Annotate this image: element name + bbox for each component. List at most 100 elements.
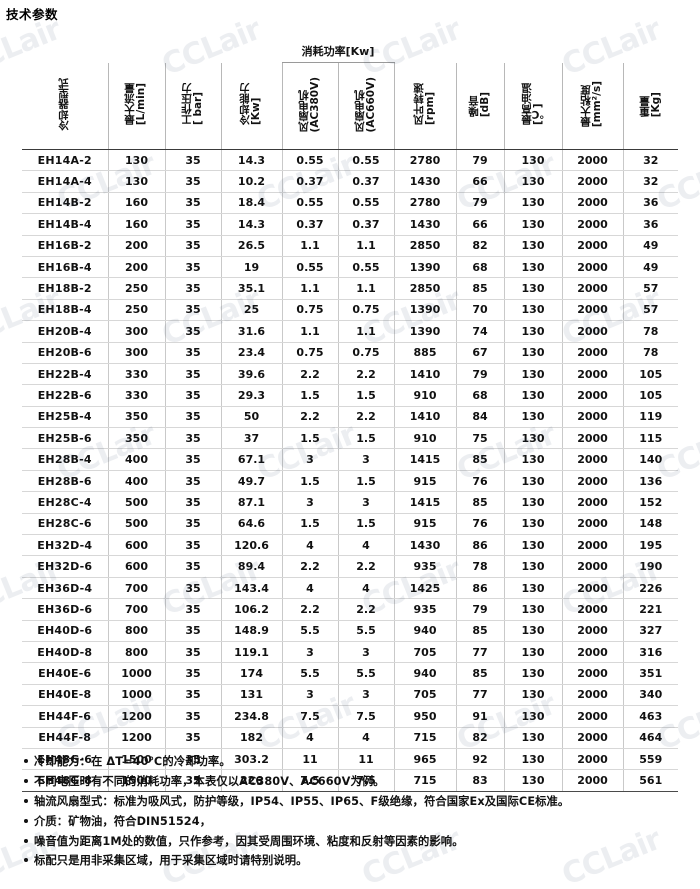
table-cell-pressure: 35 [164,619,221,642]
column-header-model: 冷却器型式 [22,62,108,150]
table-cell-oil_temp: 130 [503,277,562,300]
table-cell-p380: 0.37 [281,170,338,193]
table-cell-weight: 559 [622,747,678,771]
table-cell-p380: 1.5 [281,513,338,536]
table-cell-rpm: 715 [393,727,456,749]
table-row: EH40E-6 1000 35 174 5.5 5.5 940 85 130 2000 351 [22,662,678,685]
table-cell-p660: 3 [337,491,394,514]
table-cell-pressure: 35 [164,641,221,664]
table-cell-model: EH32D-4 [22,534,108,557]
table-cell-weight: 195 [622,534,678,557]
table-cell-capacity: 182 [220,727,282,749]
table-cell-viscosity: 2000 [561,662,623,685]
table-cell-oil_temp: 130 [503,598,562,621]
table-row: EH32D-4 600 35 120.6 4 4 1430 86 130 2000 195 [22,534,678,557]
table-cell-pressure: 35 [164,513,221,536]
table-cell-viscosity: 2000 [561,513,623,536]
table-cell-p380: 4 [281,576,338,600]
header-group-row: 消耗功率[Kw] [22,40,678,63]
table-cell-capacity: 67.1 [220,448,282,471]
table-cell-viscosity: 2000 [561,747,623,771]
table-cell-p380: 11 [281,747,338,771]
table-cell-flow: 250 [107,299,165,322]
table-cell-oil_temp: 130 [503,769,562,792]
table-cell-flow: 250 [107,277,165,300]
table-cell-model: EH20B-6 [22,342,108,364]
table-cell-p660: 3 [337,641,394,664]
table-row: EH44F-8 1200 35 182 4 4 715 82 130 2000 464 [22,727,678,749]
table-cell-weight: 561 [622,769,678,792]
table-cell-flow: 300 [107,320,165,343]
table-cell-oil_temp: 130 [503,555,562,578]
table-cell-oil_temp: 130 [503,491,562,514]
table-cell-p660: 0.55 [337,256,394,279]
column-header-noise: 噪音 [dB] [455,62,504,150]
table-cell-rpm: 1425 [393,576,456,600]
table-cell-rpm: 1410 [393,405,456,429]
table-cell-flow: 300 [107,342,165,364]
table-cell-viscosity: 2000 [561,598,623,621]
table-row: EH16B-2 200 35 26.5 1.1 1.1 2850 82 130 2000 49 [22,234,678,257]
table-cell-capacity: 29.3 [220,384,282,407]
table-cell-p660: 5.5 [337,619,394,642]
table-cell-model: EH25B-6 [22,427,108,450]
table-cell-p380: 0.55 [281,256,338,279]
table-cell-p660: 0.75 [337,342,394,364]
table-cell-p660: 7.5 [337,705,394,728]
table-cell-capacity: 35.1 [220,277,282,300]
table-cell-weight: 105 [622,362,678,386]
table-cell-p660: 4 [337,576,394,600]
table-cell-flow: 350 [107,405,165,429]
table-cell-p660: 2.2 [337,555,394,578]
table-cell-pressure: 35 [164,705,221,728]
table-cell-flow: 600 [107,555,165,578]
table-cell-flow: 500 [107,491,165,514]
table-cell-weight: 351 [622,662,678,685]
table-cell-model: EH36D-6 [22,598,108,621]
header-group-spacer-capacity [221,40,282,63]
table-cell-flow: 400 [107,448,165,471]
table-cell-weight: 36 [622,192,678,215]
column-header-flow: 最大流量 [L/min] [107,62,165,150]
table-cell-viscosity: 2000 [561,256,623,279]
table-cell-model: EH48G-6 [22,747,108,771]
table-cell-capacity: 234.8 [220,705,282,728]
table-cell-model: EH16B-2 [22,234,108,257]
table-cell-viscosity: 2000 [561,470,623,493]
table-cell-weight: 136 [622,470,678,493]
table-cell-oil_temp: 130 [503,234,562,257]
column-header-max-viscosity: 最大粘度 [mm²/s] [561,62,623,150]
table-cell-p660: 1.5 [337,470,394,493]
table-cell-rpm: 885 [393,342,456,364]
table-cell-model: EH36D-4 [22,576,108,600]
bullet-icon [24,778,28,783]
table-cell-model: EH48G-8 [22,769,108,792]
table-cell-model: EH18B-2 [22,277,108,300]
table-cell-viscosity: 2000 [561,448,623,471]
bullet-icon [24,838,28,843]
table-cell-oil_temp: 130 [503,619,562,642]
table-cell-rpm: 935 [393,598,456,621]
table-cell-viscosity: 2000 [561,362,623,386]
table-cell-oil_temp: 130 [503,427,562,450]
table-row: EH20B-6 300 35 23.4 0.75 0.75 885 67 130 2000 78 [22,342,678,364]
table-cell-rpm: 715 [393,769,456,792]
table-cell-flow: 160 [107,213,165,236]
table-header: 消耗功率[Kw] 冷却器型式 最大流量 [L/min] 工作压力[ bar] [22,40,678,150]
table-cell-viscosity: 2000 [561,491,623,514]
table-cell-noise: 86 [455,576,504,600]
table-cell-oil_temp: 130 [503,192,562,215]
table-cell-oil_temp: 130 [503,149,562,172]
table-cell-capacity: 226 [220,769,282,792]
table-cell-rpm: 940 [393,662,456,685]
table-cell-capacity: 64.6 [220,513,282,536]
table-cell-noise: 67 [455,342,504,364]
table-cell-capacity: 148.9 [220,619,282,642]
table-cell-viscosity: 2000 [561,384,623,407]
table-cell-pressure: 35 [164,534,221,557]
table-cell-oil_temp: 130 [503,213,562,236]
table-cell-pressure: 35 [164,491,221,514]
table-cell-flow: 500 [107,513,165,536]
table-cell-capacity: 49.7 [220,470,282,493]
note-text: 冷却能力：在 ΔT=40℃的冷却功率。 [34,755,231,768]
